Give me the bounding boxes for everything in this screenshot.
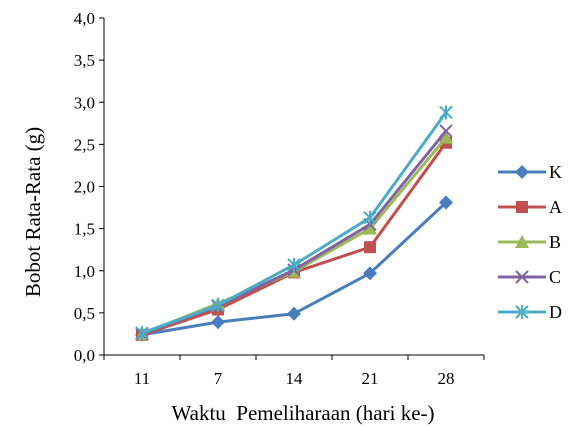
- legend-item-B: B: [498, 232, 561, 252]
- legend-marker: [515, 270, 529, 284]
- y-tick-label: 1,5: [74, 220, 95, 239]
- y-tick-label: 0,5: [74, 304, 95, 323]
- x-tick-label: 11: [134, 369, 150, 388]
- series-line-C: [141, 129, 448, 336]
- x-axis-title: Waktu Pemeliharaan (hari ke-): [171, 401, 434, 425]
- data-point-B: [439, 130, 453, 144]
- y-tick-label: 1,0: [74, 262, 95, 281]
- data-point-K: [287, 306, 301, 321]
- legend-marker: [515, 305, 529, 319]
- x-tick-label: 7: [214, 369, 223, 388]
- legend-marker: [516, 201, 528, 213]
- x-tick-label: 14: [286, 369, 304, 388]
- y-tick-label: 2,5: [74, 135, 95, 154]
- y-tick-label: 3,5: [74, 51, 95, 70]
- data-point-K: [439, 195, 453, 210]
- series-D: [135, 105, 453, 341]
- data-point-D: [287, 257, 301, 272]
- legend-item-D: D: [498, 302, 562, 322]
- y-tick-label: 4,0: [74, 9, 95, 28]
- y-tick-label: 2,0: [74, 178, 95, 197]
- chart-series: [135, 105, 453, 342]
- legend-item-K: K: [498, 162, 562, 182]
- legend-label: B: [549, 232, 561, 252]
- legend-marker: [515, 165, 529, 179]
- data-point-D: [211, 298, 225, 313]
- data-point-C: [439, 124, 453, 138]
- data-point-K: [363, 266, 377, 281]
- x-axis-ticks: 11 7 14 21 28: [103, 355, 485, 388]
- legend-label: D: [549, 302, 562, 322]
- data-point-A: [364, 241, 376, 254]
- y-axis-ticks: 0,0 0,5 1,0 1,5 2,0 2,5 3,0 3,5 4,0: [74, 9, 104, 365]
- series-line-B: [141, 136, 448, 336]
- series-line-A: [141, 141, 448, 337]
- chart-axes: [103, 18, 484, 356]
- data-point-B: [363, 221, 377, 235]
- x-tick-label: 28: [438, 369, 455, 388]
- legend-item-C: C: [498, 267, 561, 287]
- legend-label: A: [549, 197, 562, 217]
- series-line-D: [141, 111, 448, 335]
- legend-label: K: [549, 162, 562, 182]
- legend-marker: [515, 235, 529, 248]
- data-point-D: [135, 326, 149, 341]
- y-tick-label: 0,0: [74, 346, 95, 365]
- data-point-K: [211, 315, 225, 330]
- y-axis-title: Bobot Rata-Rata (g): [21, 127, 45, 297]
- x-tick-label: 21: [362, 369, 379, 388]
- legend-item-A: A: [498, 197, 562, 217]
- data-point-D: [363, 210, 377, 225]
- data-point-D: [439, 105, 453, 120]
- y-tick-label: 3,0: [74, 93, 95, 112]
- legend-label: C: [549, 267, 561, 287]
